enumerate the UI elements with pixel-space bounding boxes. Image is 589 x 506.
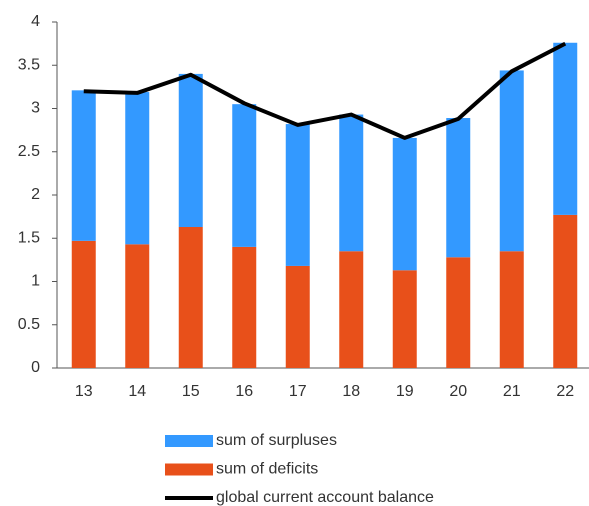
- bar: [499, 251, 524, 368]
- bar: [178, 73, 203, 228]
- bar: [285, 124, 310, 266]
- x-tick-label: 17: [289, 383, 307, 400]
- x-tick-label: 21: [503, 383, 521, 400]
- y-tick-label: 3.5: [18, 56, 40, 73]
- x-tick-label: 22: [556, 383, 574, 400]
- line: [83, 41, 567, 140]
- y-tick-label: 2.5: [18, 143, 40, 160]
- bar: [446, 257, 471, 368]
- legend-label: sum of deficits: [216, 461, 318, 478]
- bar: [125, 244, 150, 368]
- bar: [446, 118, 471, 258]
- x-tick-label: 18: [342, 383, 360, 400]
- x-tick-label: 14: [128, 383, 146, 400]
- bar: [553, 214, 578, 368]
- bar: [499, 70, 524, 252]
- legend-label: sum of surpluses: [216, 432, 337, 449]
- y-tick-label: 1.5: [18, 229, 40, 246]
- x-tick-label: 15: [182, 383, 200, 400]
- legend-label: global current account balance: [216, 489, 434, 506]
- bar: [71, 90, 96, 241]
- legend-swatch: [165, 463, 213, 476]
- x-tick-label: 13: [75, 383, 93, 400]
- y-tick-label: 0: [31, 359, 40, 376]
- x-tick-label: 20: [449, 383, 467, 400]
- y-tick-label: 1: [31, 273, 40, 290]
- bar: [71, 240, 96, 368]
- bar: [392, 137, 417, 271]
- bar: [285, 265, 310, 368]
- bar: [339, 251, 364, 368]
- bar: [553, 42, 578, 215]
- bar: [232, 246, 257, 368]
- bar: [232, 104, 257, 247]
- x-tick-label: 19: [396, 383, 414, 400]
- y-tick-label: 2: [31, 186, 40, 203]
- y-tick-label: 4: [31, 13, 40, 30]
- y-tick-label: 0.5: [18, 316, 40, 333]
- bar: [125, 92, 150, 245]
- bar: [339, 114, 364, 252]
- bar: [392, 270, 417, 368]
- y-tick-label: 3: [31, 100, 40, 117]
- legend-swatch: [165, 435, 213, 447]
- x-tick-label: 16: [235, 383, 253, 400]
- bar: [178, 227, 203, 368]
